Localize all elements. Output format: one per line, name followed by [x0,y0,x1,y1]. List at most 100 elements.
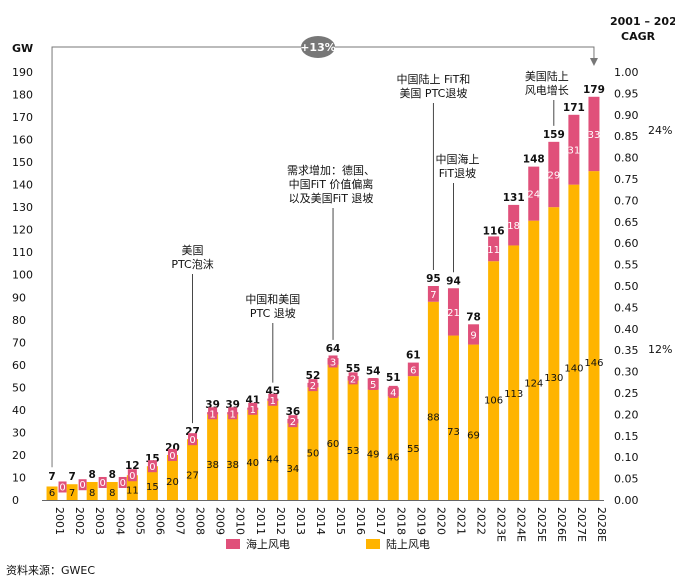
right-tick-label: 0.70 [614,194,639,207]
x-tick-label: 2014 [314,507,327,535]
y-tick-label: 110 [12,246,33,259]
offshore-value-badge [127,469,137,482]
onshore-value-label: 60 [327,439,340,450]
x-tick-label: 2012 [274,507,287,535]
onshore-value-label: 69 [467,431,480,442]
onshore-value-label: 8 [109,488,115,499]
y-tick-label: 30 [12,426,26,439]
offshore-value-badge [368,377,378,390]
onshore-value-label: 11 [126,486,139,497]
offshore-value-badge [228,407,238,420]
total-label: 131 [503,192,525,204]
offshore-value-label: 0 [149,462,155,473]
x-tick-label: 2016 [354,507,367,535]
y-tick-label: 140 [12,179,33,192]
x-tick-label: 2011 [254,507,267,535]
x-tick-label: 2001 [53,507,66,535]
offshore-value-label: 0 [99,478,105,489]
bar-onshore-2023E [488,261,500,500]
total-label: 8 [89,469,96,481]
bar-onshore-2011 [247,409,259,500]
y-tick-label: 100 [12,269,33,282]
total-label: 64 [326,343,341,355]
x-tick-label: 2004 [113,507,126,535]
onshore-value-label: 140 [564,364,583,375]
bar-onshore-2008 [187,439,199,500]
x-tick-label: 2006 [153,507,166,535]
onshore-value-label: 49 [367,450,380,461]
bar-onshore-2028E [588,171,600,500]
onshore-value-label: 20 [166,477,179,488]
onshore-value-label: 7 [69,488,75,499]
onshore-value-label: 113 [504,389,523,400]
onshore-value-label: 73 [447,427,460,438]
bar-onshore-2015 [327,364,339,500]
annotation-text: 中国陆上 FiT和 [396,72,470,86]
right-tick-label: 0.50 [614,280,639,293]
x-tick-label: 2028E [595,507,608,542]
cagr-arrow-head [589,58,598,66]
legend: 海上风电 陆上风电 [226,537,430,551]
x-tick-label: 2021 [454,507,467,535]
bar-onshore-2017 [367,389,379,500]
y-tick-label: 160 [12,134,33,147]
onshore-value-label: 106 [484,396,503,407]
onshore-value-label: 130 [544,373,563,384]
offshore-value-badge [147,460,157,473]
onshore-value-label: 46 [387,452,400,463]
bar-offshore-2021 [447,288,459,336]
bar-onshore-2026E [548,207,560,500]
y-tick-label: 130 [12,201,33,214]
right-tick-label: 0.45 [614,301,639,314]
onshore-value-label: 38 [226,460,239,471]
offshore-value-label: 0 [189,435,195,446]
right-tick-label: 0.20 [614,408,639,421]
offshore-value-label: 1 [270,396,276,407]
cagr-header-period: 2001 – 2028 [610,15,675,28]
x-tick-label: 2020 [434,507,447,535]
offshore-value-label: 1 [229,409,235,420]
offshore-value-badge [328,355,338,368]
offshore-value-badge [208,407,218,420]
y-tick-label: 170 [12,111,33,124]
onshore-value-label: 146 [584,358,603,369]
total-label: 78 [466,311,481,323]
source-note: 资料来源：GWEC [6,563,95,577]
bar-onshore-2012 [267,400,279,500]
x-tick-label: 2023E [495,507,508,542]
onshore-value-label: 44 [266,454,279,465]
right-tick-label: 0.15 [614,430,639,443]
bar-onshore-2020 [427,301,439,500]
legend-label: 海上风电 [246,537,290,551]
offshore-value-label: 2 [310,381,316,392]
bar-onshore-2006 [146,466,158,500]
right-tick-label: 1.00 [614,66,639,79]
y-tick-label: 70 [12,336,26,349]
offshore-value-badge [308,379,318,392]
x-tick-label: 2008 [194,507,207,535]
onshore-value-label: 50 [307,449,320,460]
right-tick-label: 0.75 [614,173,639,186]
y-tick-label: 120 [12,224,33,237]
onshore-value-label: 55 [407,444,420,455]
y-tick-label: 60 [12,359,26,372]
onshore-value-label: 6 [49,488,55,499]
annotation-text: 美国 [182,244,204,257]
total-label: 95 [426,273,441,285]
data-labels: 7607708808801211015150202002727039381393… [48,84,605,499]
total-label: 148 [523,154,545,166]
offshore-value-label: 0 [169,451,175,462]
total-label: 7 [48,471,55,483]
bar-offshore-2020 [427,286,439,302]
offshore-value-label: 33 [588,130,601,141]
offshore-value-label: 0 [79,480,85,491]
total-label: 52 [306,370,321,382]
bar-onshore-2013 [287,423,299,500]
right-tick-label: 0.40 [614,323,639,336]
offshore-value-label: 6 [410,365,416,376]
offshore-value-label: 18 [507,221,520,232]
right-tick-label: 0.80 [614,152,639,165]
bar-onshore-2010 [227,414,239,500]
right-tick-label: 0.90 [614,109,639,122]
annotation-text: PTC 退坡 [250,307,296,320]
